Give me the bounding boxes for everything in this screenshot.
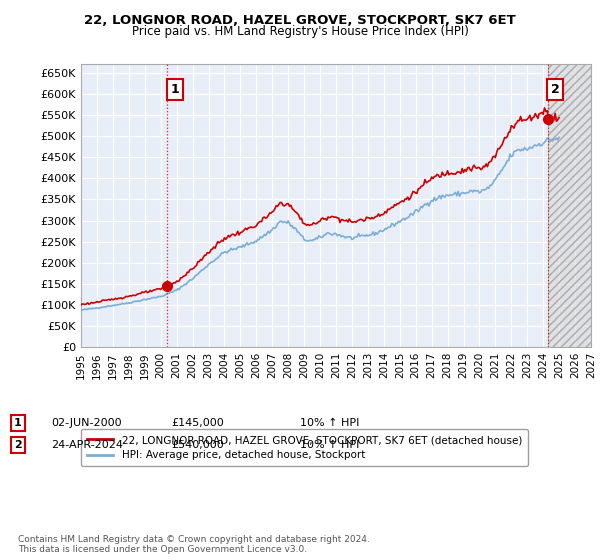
Text: 2: 2 <box>551 83 559 96</box>
Text: 02-JUN-2000: 02-JUN-2000 <box>51 418 122 428</box>
Text: Price paid vs. HM Land Registry's House Price Index (HPI): Price paid vs. HM Land Registry's House … <box>131 25 469 38</box>
Bar <box>548 64 591 347</box>
Text: 24-APR-2024: 24-APR-2024 <box>51 440 123 450</box>
Text: £145,000: £145,000 <box>171 418 224 428</box>
Text: 10% ↑ HPI: 10% ↑ HPI <box>300 440 359 450</box>
Text: £540,000: £540,000 <box>171 440 224 450</box>
Text: 10% ↑ HPI: 10% ↑ HPI <box>300 418 359 428</box>
Text: 2: 2 <box>14 440 22 450</box>
Text: 1: 1 <box>170 83 179 96</box>
Bar <box>548 64 591 347</box>
Text: 1: 1 <box>14 418 22 428</box>
Text: Contains HM Land Registry data © Crown copyright and database right 2024.
This d: Contains HM Land Registry data © Crown c… <box>18 535 370 554</box>
Text: 22, LONGNOR ROAD, HAZEL GROVE, STOCKPORT, SK7 6ET: 22, LONGNOR ROAD, HAZEL GROVE, STOCKPORT… <box>84 14 516 27</box>
Legend: 22, LONGNOR ROAD, HAZEL GROVE, STOCKPORT, SK7 6ET (detached house), HPI: Average: 22, LONGNOR ROAD, HAZEL GROVE, STOCKPORT… <box>81 429 529 466</box>
